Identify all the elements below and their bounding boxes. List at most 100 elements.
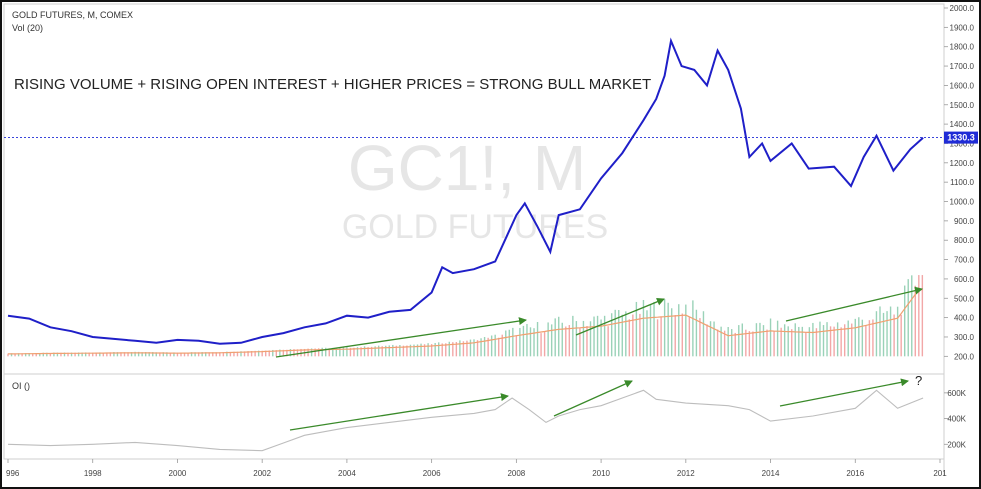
volume-bar xyxy=(377,345,380,357)
volume-bar xyxy=(702,311,705,357)
volume-bar xyxy=(738,325,740,357)
volume-bar xyxy=(226,351,228,357)
volume-bar xyxy=(28,353,30,357)
volume-bar xyxy=(325,347,327,357)
volume-bar xyxy=(173,352,175,357)
volume-bar xyxy=(670,308,673,357)
volume-bar xyxy=(529,327,532,357)
volume-bar xyxy=(416,344,419,357)
volume-bar xyxy=(293,349,295,357)
price-tick-label: 700.0 xyxy=(954,256,975,265)
volume-bar xyxy=(349,347,352,357)
volume-bar xyxy=(215,352,217,357)
volume-bar xyxy=(130,352,133,357)
volume-bar xyxy=(621,314,623,357)
volume-bar xyxy=(918,275,920,357)
price-axis: 2000.0 1900.0 1800.0 1700.0 1600.0 1500.0 1400… xyxy=(944,4,975,361)
time-tick-label: 996 xyxy=(6,469,20,478)
volume-bar xyxy=(14,353,16,357)
annotation-text: RISING VOLUME + RISING OPEN INTEREST + H… xyxy=(14,76,651,93)
last-price-badge xyxy=(944,131,978,144)
volume-bar xyxy=(250,351,253,357)
volume-bar xyxy=(176,352,179,357)
volume-bar xyxy=(829,326,832,357)
volume-bar xyxy=(222,352,225,357)
volume-bar xyxy=(116,352,119,357)
trend-arrow-volume-1 xyxy=(275,317,527,358)
oi-tick-label: 200K xyxy=(947,440,966,449)
volume-bar xyxy=(674,315,676,357)
volume-bar xyxy=(713,321,715,357)
volume-bar xyxy=(812,322,814,357)
volume-bar xyxy=(886,311,888,357)
volume-bar xyxy=(773,330,775,357)
price-tick-label: 1700.0 xyxy=(950,62,975,71)
volume-bar xyxy=(889,306,892,357)
volume-bar xyxy=(678,304,680,357)
volume-bar xyxy=(137,351,140,357)
volume-bar xyxy=(801,326,804,357)
volume-bar xyxy=(843,324,846,357)
volume-bar xyxy=(95,352,97,357)
volume-bar xyxy=(409,344,412,357)
volume-bar xyxy=(314,348,316,357)
volume-bar xyxy=(861,319,864,357)
volume-bar xyxy=(603,315,606,357)
volume-bar xyxy=(547,322,549,357)
volume-bar xyxy=(614,309,616,357)
volume-bar xyxy=(723,330,726,357)
volume-bar xyxy=(67,352,69,357)
volume-bar xyxy=(134,351,136,357)
trend-arrow-volume-3 xyxy=(785,286,923,322)
volume-bar xyxy=(265,350,267,357)
volume-bar xyxy=(363,346,366,357)
volume-bar xyxy=(300,348,302,357)
volume-bar xyxy=(847,320,849,357)
volume-bar xyxy=(625,311,627,357)
oi-tick-label: 600K xyxy=(947,389,966,398)
volume-bar xyxy=(716,329,719,357)
price-tick-label: 200.0 xyxy=(954,352,975,361)
volume-bar xyxy=(159,352,161,357)
volume-bar xyxy=(554,318,556,357)
volume-bar xyxy=(815,328,818,357)
volume-bar xyxy=(332,347,334,357)
volume-bar xyxy=(882,312,885,357)
volume-bar xyxy=(99,352,101,357)
volume-bar xyxy=(268,350,270,357)
volume-bar xyxy=(169,352,172,357)
volume-bar xyxy=(102,352,105,357)
price-tick-label: 1000.0 xyxy=(950,198,975,207)
price-tick-label: 1100.0 xyxy=(950,178,974,187)
volume-bar xyxy=(296,349,299,357)
volume-bar xyxy=(374,346,376,357)
volume-bar xyxy=(194,352,196,357)
oi-tick-label: 400K xyxy=(947,415,966,424)
time-tick-label: 2006 xyxy=(423,469,441,478)
volume-bar xyxy=(787,326,789,357)
volume-bar xyxy=(289,349,292,357)
volume-bar xyxy=(505,330,507,357)
volume-bar xyxy=(766,329,768,357)
volume-bar xyxy=(353,347,355,357)
volume-bar xyxy=(141,352,143,357)
watermark-name: GOLD FUTURES xyxy=(342,208,608,246)
volume-bar xyxy=(868,320,871,357)
volume-bar xyxy=(208,352,210,357)
volume-bar xyxy=(568,325,571,357)
volume-bar xyxy=(565,326,567,357)
volume-bar xyxy=(113,352,115,357)
volume-bar xyxy=(903,285,906,357)
volume-bar xyxy=(279,349,281,357)
volume-bar xyxy=(907,279,909,357)
volume-bar xyxy=(798,326,800,357)
volume-bar xyxy=(328,348,330,357)
volume-bar xyxy=(388,345,390,357)
volume-bars xyxy=(7,275,924,357)
volume-bar xyxy=(618,310,620,357)
time-tick-label: 2008 xyxy=(507,469,525,478)
time-tick-label: 2012 xyxy=(677,469,695,478)
volume-bar xyxy=(46,352,48,357)
volume-bar xyxy=(579,328,581,357)
